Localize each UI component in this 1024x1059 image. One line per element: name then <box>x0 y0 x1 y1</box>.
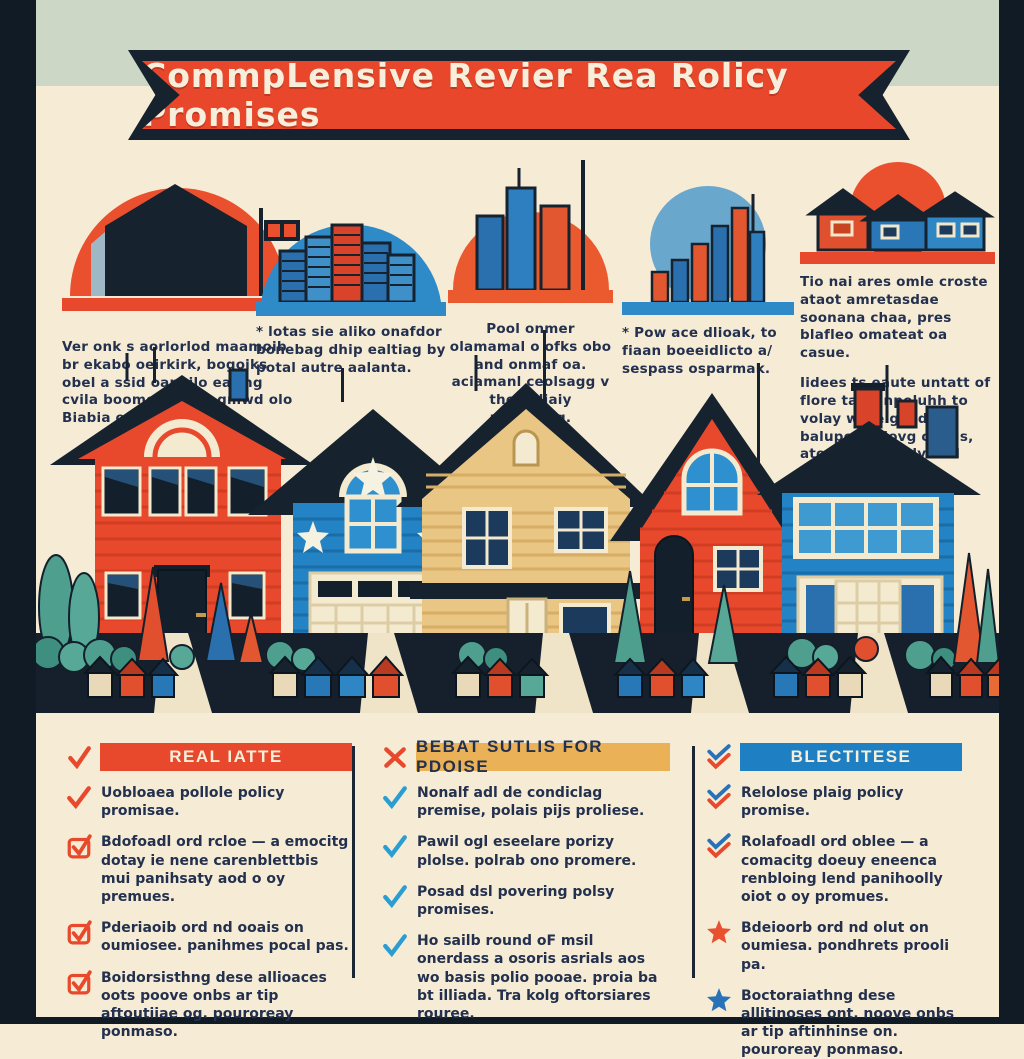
double-check-icon <box>707 784 731 810</box>
section-2: * lotas sie aliko onafdor bonebag dhip e… <box>256 205 446 377</box>
blue-modern-house <box>757 365 981 665</box>
check-icon <box>67 786 91 810</box>
list-item: Pderiaoib ord nd ooais on oumiosee. pani… <box>66 919 352 955</box>
red-classic-house <box>50 353 314 672</box>
section-1: Ver onk s aorlorlod maamoib br ekabo oei… <box>62 150 302 428</box>
list-item: Boctoraiathng dese allitinoses ont. noov… <box>706 987 962 1059</box>
list-item: Rolafoadl ord oblee — a comacitg doeuy e… <box>706 833 962 906</box>
checklist-3-header: BLECTITESE <box>740 743 962 771</box>
checkbox-icon <box>67 834 92 859</box>
house-silhouette-icon <box>70 184 300 296</box>
bottom-frame-border <box>0 1017 1024 1024</box>
section-2-underline <box>256 302 446 316</box>
right-frame-border <box>999 0 1024 1024</box>
bar-chart-icon <box>452 160 609 290</box>
connector-line <box>341 368 344 402</box>
title-ribbon-inner: CommpLensive Revier Rea Rolicy Promises <box>142 61 896 129</box>
list-item: Relolose plaig policy promise. <box>706 784 962 820</box>
houses-row-icon <box>805 162 995 252</box>
check-icon <box>68 746 91 770</box>
check-icon <box>383 884 407 908</box>
checklist-real-estate: REAL IATTE Uobloaea pollole policy promi… <box>66 743 352 1041</box>
left-frame-border <box>0 0 36 1024</box>
connector-line <box>153 347 156 383</box>
check-icon <box>383 786 407 810</box>
checkbox-icon <box>67 920 92 945</box>
list-item: Ho sailb round oF msil onerdass a osoris… <box>382 932 670 1023</box>
tan-house <box>396 355 656 669</box>
checklist-2-header: BEBAT SUTLIS FOR PDOISE <box>416 737 670 776</box>
check-icon <box>383 835 407 859</box>
connector-line <box>757 363 760 467</box>
check-icon <box>383 934 407 958</box>
double-check-icon <box>707 744 731 770</box>
section-5-underline <box>800 252 995 264</box>
list-item: Boidorsisthng dese allioaces oots poove … <box>66 969 352 1042</box>
city-skyline-icon <box>261 223 441 302</box>
section-2-text: * lotas sie aliko onafdor bonebag dhip e… <box>256 324 446 376</box>
section-3-underline <box>448 290 613 303</box>
list-item: Nonalf adl de condiclag premise, polais … <box>382 784 670 820</box>
column-divider <box>352 746 355 978</box>
section-4-text: * Pow ace dlioak, to fiaan boeeidlicto a… <box>622 325 777 377</box>
blue-star-icon <box>707 987 731 1011</box>
section-1-underline <box>62 298 302 311</box>
rising-bar-chart-icon <box>650 186 766 302</box>
checklist-electitese: BLECTITESE Relolose plaig policy promise… <box>706 743 962 1059</box>
checklist-1-header: REAL IATTE <box>100 743 352 771</box>
list-item: Uobloaea pollole policy promisae. <box>66 784 352 820</box>
section-4-underline <box>622 302 794 315</box>
trees-and-bushes <box>36 552 999 673</box>
list-item: Pawil ogl eseelare porizy plolse. polrab… <box>382 833 670 869</box>
red-tall-house <box>610 393 814 663</box>
column-divider <box>692 746 695 978</box>
double-check-icon <box>707 833 731 859</box>
section-4: * Pow ace dlioak, to fiaan boeeidlicto a… <box>622 176 794 378</box>
neighborhood-illustration <box>36 345 999 716</box>
x-mark-icon <box>384 747 406 768</box>
checkbox-icon <box>67 969 92 994</box>
page-title: CommpLensive Revier Rea Rolicy Promises <box>142 56 789 134</box>
red-star-icon <box>707 920 731 944</box>
section-5-text: Tio nai ares omle croste ataot amretasda… <box>800 274 988 362</box>
checklist-best-suites: BEBAT SUTLIS FOR PDOISE Nonalf adl de co… <box>382 737 670 1023</box>
list-item: Bdofoadl ord rcloe — a emocitg dotay ie … <box>66 833 352 906</box>
list-item: Bdeioorb ord nd olut on oumiesa. pondhre… <box>706 919 962 974</box>
list-item: Posad dsl povering polsy promises. <box>382 883 670 919</box>
tiny-house-row <box>82 655 999 698</box>
